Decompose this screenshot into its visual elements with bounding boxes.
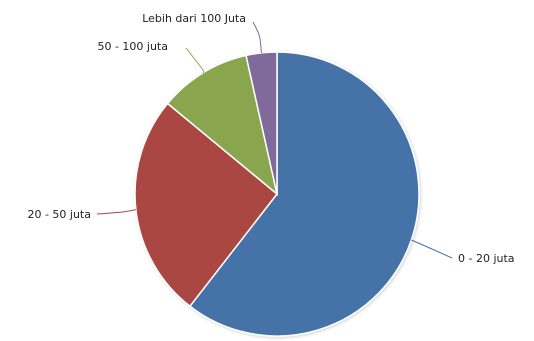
pie-slices <box>134 51 420 337</box>
slice-label-0-20-juta: 0 - 20 juta <box>458 252 515 265</box>
pie-slice-0-20-juta[interactable] <box>188 51 420 337</box>
slice-label-lebih-dari-100-juta: Lebih dari 100 Juta <box>142 12 246 25</box>
slice-labels: 0 - 20 juta 20 - 50 juta 50 - 100 juta Lebi… <box>27 12 514 265</box>
leader-line-0-20-juta <box>411 239 453 259</box>
pie-slice-20-50-juta[interactable] <box>134 102 279 308</box>
leader-line-lebih-dari-100-juta <box>252 21 262 53</box>
slice-label-20-50-juta: 20 - 50 juta <box>27 208 91 221</box>
leader-lines <box>96 21 453 259</box>
leader-line-20-50-juta <box>96 209 136 215</box>
slice-label-50-100-juta: 50 - 100 juta <box>97 40 168 53</box>
pie-slice-lebih-dari-100-juta[interactable] <box>245 51 278 195</box>
leader-line-50-100-juta <box>185 47 205 74</box>
